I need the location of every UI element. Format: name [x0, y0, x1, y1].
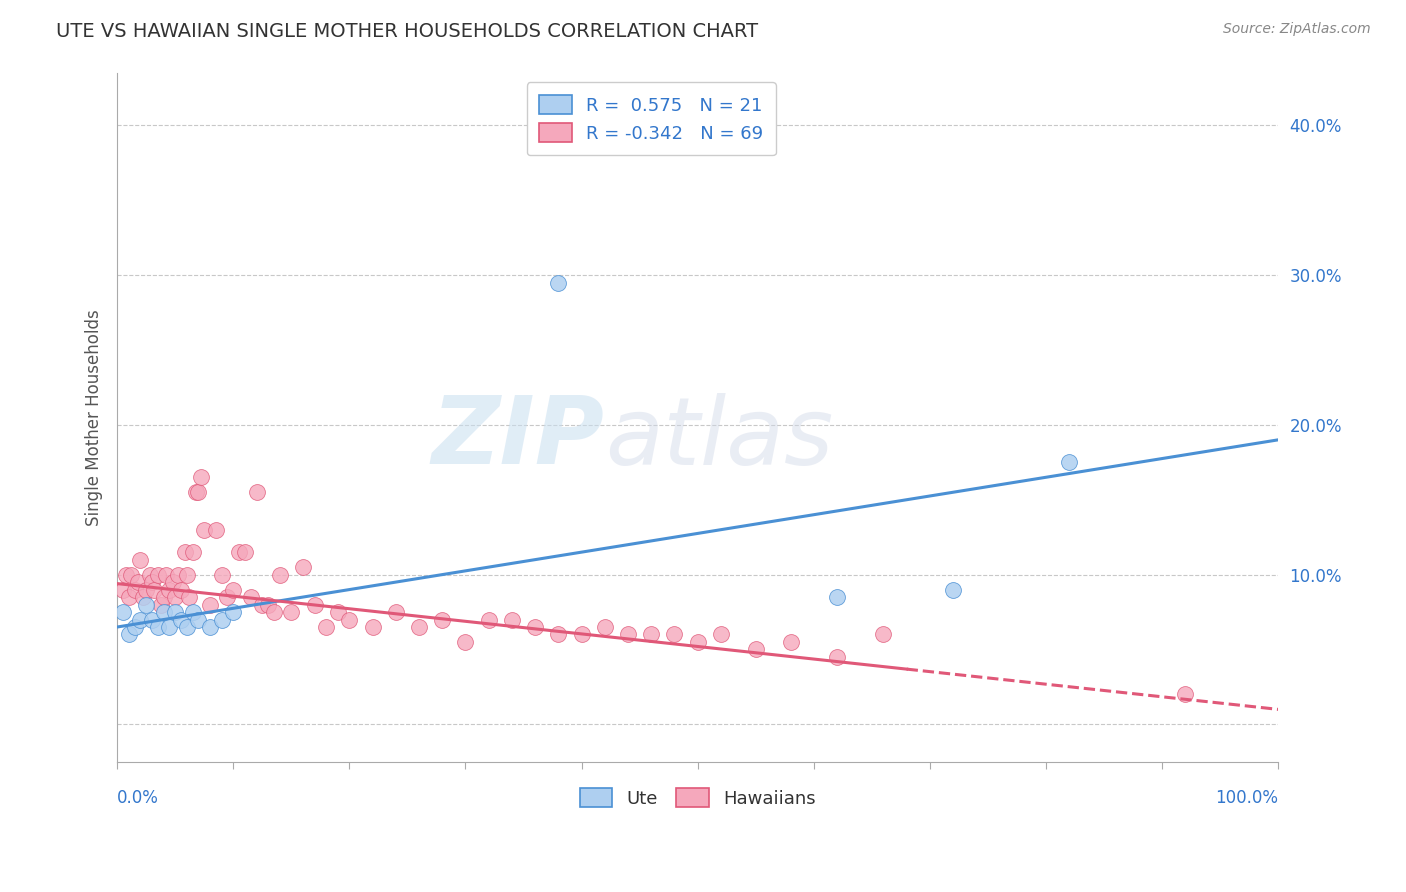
Text: 100.0%: 100.0%: [1215, 789, 1278, 806]
Point: [547, 276, 569, 290]
Point: [222, 582, 245, 597]
Point: [571, 627, 593, 641]
Point: [291, 560, 314, 574]
Point: [686, 635, 709, 649]
Point: [640, 627, 662, 641]
Point: [135, 598, 157, 612]
Text: UTE VS HAWAIIAN SINGLE MOTHER HOUSEHOLDS CORRELATION CHART: UTE VS HAWAIIAN SINGLE MOTHER HOUSEHOLDS…: [56, 22, 758, 41]
Point: [111, 582, 134, 597]
Point: [222, 605, 245, 619]
Point: [1057, 455, 1080, 469]
Point: [198, 620, 221, 634]
Point: [141, 575, 163, 590]
Text: ZIP: ZIP: [432, 392, 605, 484]
Point: [211, 613, 233, 627]
Point: [315, 620, 337, 634]
Point: [664, 627, 686, 641]
Point: [181, 545, 204, 559]
Point: [150, 598, 173, 612]
Point: [176, 567, 198, 582]
Point: [825, 590, 848, 604]
Point: [745, 642, 768, 657]
Point: [478, 613, 501, 627]
Point: [825, 649, 848, 664]
Point: [152, 605, 174, 619]
Point: [263, 605, 285, 619]
Point: [233, 545, 256, 559]
Point: [115, 567, 138, 582]
Point: [118, 627, 141, 641]
Point: [181, 605, 204, 619]
Point: [152, 590, 174, 604]
Point: [159, 582, 181, 597]
Point: [124, 620, 146, 634]
Point: [120, 567, 142, 582]
Point: [593, 620, 616, 634]
Point: [138, 567, 160, 582]
Point: [337, 613, 360, 627]
Point: [155, 567, 177, 582]
Legend: Ute, Hawaiians: Ute, Hawaiians: [572, 780, 823, 814]
Point: [710, 627, 733, 641]
Point: [166, 567, 188, 582]
Point: [146, 620, 169, 634]
Point: [501, 613, 523, 627]
Text: 0.0%: 0.0%: [117, 789, 159, 806]
Point: [217, 590, 239, 604]
Point: [280, 605, 302, 619]
Point: [179, 590, 201, 604]
Point: [205, 523, 228, 537]
Point: [187, 613, 209, 627]
Point: [454, 635, 477, 649]
Point: [524, 620, 547, 634]
Point: [252, 598, 274, 612]
Point: [1174, 687, 1197, 701]
Point: [159, 620, 181, 634]
Point: [165, 590, 187, 604]
Point: [118, 590, 141, 604]
Point: [239, 590, 262, 604]
Point: [269, 567, 291, 582]
Point: [361, 620, 384, 634]
Point: [176, 620, 198, 634]
Point: [143, 582, 166, 597]
Point: [127, 575, 149, 590]
Point: [942, 582, 965, 597]
Point: [872, 627, 894, 641]
Point: [162, 575, 184, 590]
Point: [304, 598, 326, 612]
Point: [111, 605, 134, 619]
Text: atlas: atlas: [605, 392, 832, 483]
Point: [779, 635, 801, 649]
Point: [193, 523, 215, 537]
Point: [245, 485, 267, 500]
Point: [170, 582, 193, 597]
Y-axis label: Single Mother Households: Single Mother Households: [86, 309, 103, 525]
Point: [135, 582, 157, 597]
Point: [198, 598, 221, 612]
Point: [141, 613, 163, 627]
Point: [184, 485, 207, 500]
Point: [173, 545, 195, 559]
Point: [211, 567, 233, 582]
Point: [385, 605, 408, 619]
Point: [124, 582, 146, 597]
Point: [326, 605, 349, 619]
Point: [547, 627, 569, 641]
Point: [146, 567, 169, 582]
Point: [408, 620, 430, 634]
Point: [132, 590, 155, 604]
Text: Source: ZipAtlas.com: Source: ZipAtlas.com: [1223, 22, 1371, 37]
Point: [129, 552, 152, 566]
Point: [187, 485, 209, 500]
Point: [129, 613, 152, 627]
Point: [170, 613, 193, 627]
Point: [190, 470, 212, 484]
Point: [432, 613, 454, 627]
Point: [165, 605, 187, 619]
Point: [617, 627, 640, 641]
Point: [228, 545, 250, 559]
Point: [257, 598, 280, 612]
